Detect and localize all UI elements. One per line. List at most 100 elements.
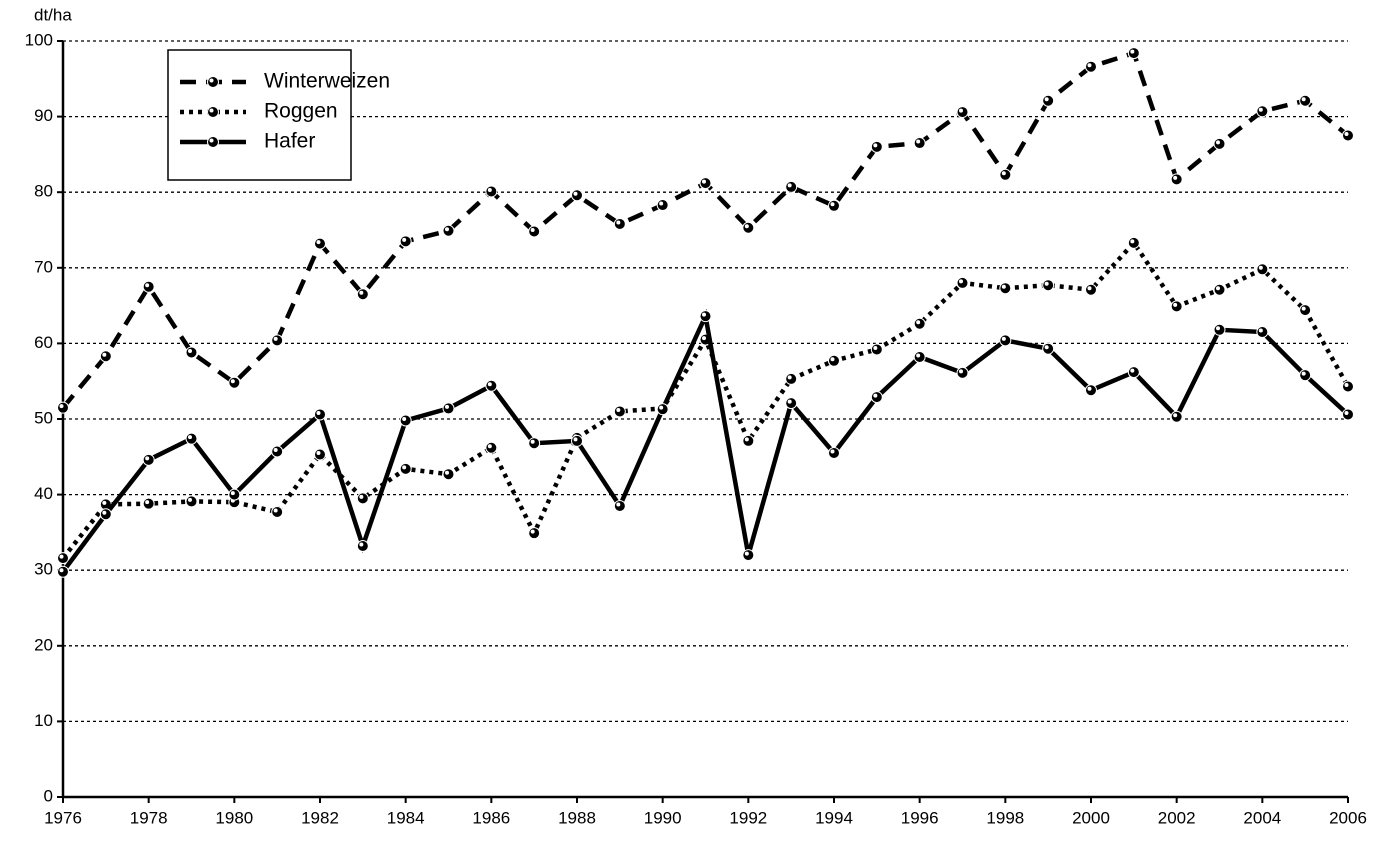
marker-body	[913, 137, 926, 150]
marker	[99, 508, 112, 521]
marker-body	[399, 462, 412, 475]
marker-highlight	[616, 502, 621, 507]
legend-label: Winterweizen	[264, 70, 390, 93]
marker-highlight	[1258, 328, 1263, 333]
marker-highlight	[188, 435, 192, 440]
marker-body	[207, 136, 219, 148]
marker-body	[314, 237, 326, 250]
marker	[1256, 263, 1269, 276]
marker	[571, 189, 583, 202]
marker-highlight	[1258, 265, 1263, 270]
x-tick-label: 1990	[644, 808, 682, 827]
marker-highlight	[830, 357, 835, 362]
x-tick-label: 2002	[1158, 808, 1196, 827]
marker-body	[1213, 283, 1226, 296]
series-line	[61, 308, 1350, 574]
marker-body	[228, 488, 241, 501]
marker	[571, 434, 583, 447]
y-tick-label: 50	[34, 408, 53, 427]
marker	[57, 401, 69, 414]
x-tick-label: 1988	[558, 808, 596, 827]
marker-highlight	[1344, 132, 1349, 136]
marker-highlight	[59, 554, 64, 559]
marker-highlight	[59, 404, 64, 409]
marker	[314, 408, 326, 421]
marker	[57, 552, 69, 565]
marker	[742, 549, 755, 562]
marker-body	[57, 401, 69, 414]
marker	[956, 366, 969, 379]
marker-body	[1256, 105, 1269, 118]
x-tick-label: 1982	[301, 808, 339, 827]
marker	[613, 217, 626, 230]
marker-highlight	[1130, 239, 1135, 244]
marker-highlight	[1173, 175, 1178, 180]
marker	[828, 354, 840, 367]
marker	[528, 527, 541, 540]
marker	[1256, 105, 1269, 118]
marker-body	[571, 434, 583, 447]
marker-highlight	[1044, 345, 1049, 350]
series-line	[61, 239, 1350, 560]
marker-body	[1213, 323, 1226, 336]
marker-body	[1127, 236, 1140, 249]
marker-body	[228, 376, 241, 389]
marker-body	[742, 549, 755, 562]
marker-highlight	[359, 290, 364, 295]
marker-highlight	[1130, 368, 1135, 373]
marker-highlight	[616, 220, 621, 225]
x-tick-label: 2000	[1072, 808, 1110, 827]
legend-box	[167, 49, 352, 181]
marker-highlight	[530, 439, 535, 444]
marker-body	[1127, 366, 1140, 379]
marker-body	[913, 351, 926, 364]
marker-body	[742, 221, 755, 234]
marker	[271, 334, 284, 347]
marker-body	[528, 437, 541, 450]
marker-highlight	[830, 202, 835, 207]
marker	[1127, 236, 1140, 249]
marker	[1042, 279, 1055, 292]
marker	[956, 276, 969, 289]
marker-body	[1085, 283, 1097, 296]
marker	[314, 448, 326, 461]
marker	[185, 432, 198, 445]
marker-highlight	[273, 336, 278, 341]
marker-body	[1299, 369, 1312, 382]
marker	[956, 106, 969, 119]
y-tick-label: 80	[34, 182, 53, 201]
marker-highlight	[1344, 410, 1349, 415]
marker	[442, 402, 455, 415]
marker-highlight	[787, 399, 792, 404]
marker	[828, 447, 840, 460]
marker-highlight	[744, 437, 749, 442]
marker	[399, 462, 412, 475]
marker	[913, 351, 926, 364]
marker	[785, 372, 798, 385]
marker-highlight	[402, 465, 407, 470]
x-tick-label: 1984	[387, 808, 425, 827]
marker	[271, 445, 284, 458]
marker-highlight	[744, 551, 749, 556]
marker-highlight	[145, 283, 150, 288]
marker-body	[142, 280, 155, 293]
marker-highlight	[616, 407, 621, 412]
marker-highlight	[830, 449, 835, 454]
marker-highlight	[1216, 326, 1220, 331]
marker-body	[185, 346, 198, 359]
marker	[742, 221, 755, 234]
marker	[228, 488, 241, 501]
marker	[485, 441, 498, 454]
marker-highlight	[230, 379, 235, 384]
y-tick-label: 70	[34, 257, 53, 276]
marker-body	[956, 366, 969, 379]
marker	[1127, 366, 1140, 379]
marker-body	[999, 282, 1012, 295]
marker-body	[399, 414, 412, 427]
x-tick-label: 1996	[901, 808, 939, 827]
marker-body	[356, 540, 369, 553]
marker-body	[828, 199, 840, 212]
y-tick-label: 10	[34, 711, 53, 730]
marker-highlight	[530, 529, 535, 534]
marker-body	[656, 403, 669, 416]
